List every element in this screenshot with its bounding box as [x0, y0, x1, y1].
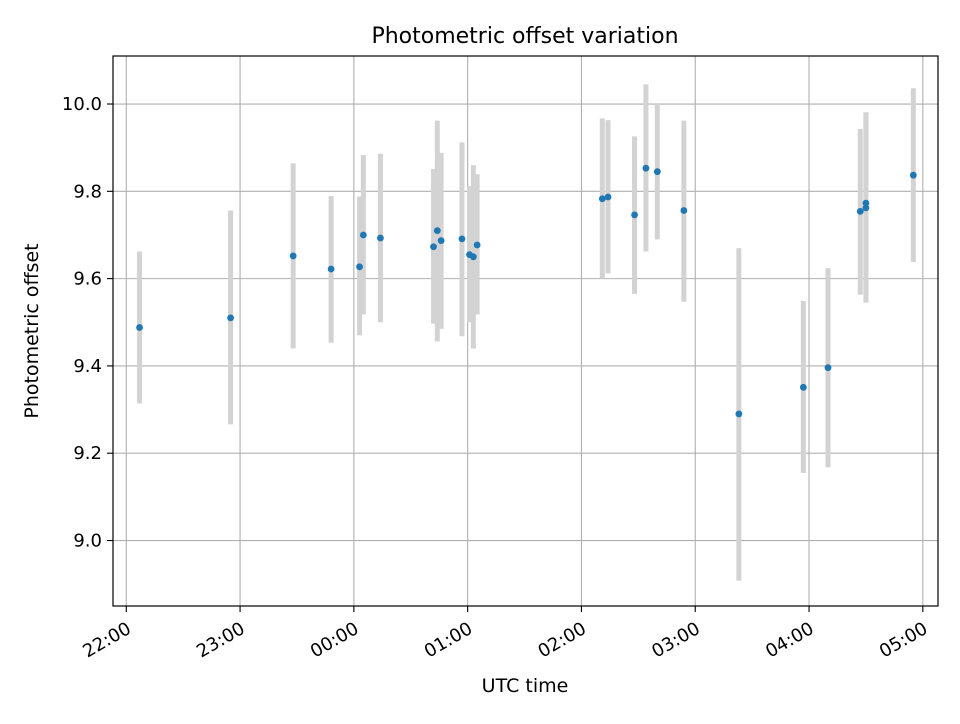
y-tick-label: 10.0: [62, 94, 102, 115]
y-tick-label: 9.4: [73, 356, 102, 377]
data-point: [799, 383, 807, 391]
data-point: [289, 252, 297, 260]
y-tick-label: 9.6: [73, 269, 102, 290]
data-point: [909, 171, 917, 179]
x-axis-ticks: 22:00 23:00 00:00 01:00 02:00 03:00 04:00 05:00: [79, 606, 931, 662]
data-points: [136, 164, 917, 418]
data-point: [631, 211, 638, 219]
x-tick-label: 04:00: [762, 618, 817, 662]
data-point: [473, 241, 481, 249]
data-point: [735, 410, 743, 418]
x-tick-label: 22:00: [79, 618, 134, 662]
data-point: [437, 237, 445, 245]
data-point: [430, 243, 437, 251]
y-axis-label: Photometric offset: [21, 243, 43, 418]
x-axis-label: UTC time: [482, 675, 569, 697]
data-point: [680, 207, 688, 214]
data-point: [469, 253, 477, 261]
plot-area-frame: [112, 55, 939, 607]
y-tick-label: 9.2: [73, 443, 102, 464]
chart-title: Photometric offset variation: [371, 24, 678, 49]
x-tick-label: 01:00: [421, 618, 476, 662]
data-point: [377, 234, 384, 242]
y-axis-ticks: 9.0 9.2 9.4 9.6 9.8 10.0: [62, 94, 113, 552]
data-point: [136, 324, 143, 331]
x-tick-label: 00:00: [307, 618, 362, 662]
data-point: [862, 204, 870, 212]
data-point: [642, 164, 650, 172]
error-bars: [137, 84, 916, 581]
data-point: [862, 199, 870, 207]
data-point: [653, 168, 661, 176]
data-point: [356, 263, 363, 271]
y-tick-label: 9.0: [73, 531, 102, 552]
x-tick-label: 05:00: [876, 618, 931, 662]
x-tick-label: 23:00: [193, 618, 248, 662]
data-point: [433, 227, 441, 235]
data-point: [824, 364, 832, 372]
x-tick-label: 03:00: [648, 618, 703, 662]
data-point: [604, 193, 612, 201]
data-point: [327, 265, 335, 273]
data-point: [227, 314, 234, 322]
data-point: [598, 195, 606, 203]
data-point: [856, 207, 864, 215]
grid: [113, 56, 938, 606]
x-tick-label: 02:00: [535, 618, 590, 662]
data-point: [458, 235, 466, 243]
data-point: [359, 231, 367, 239]
y-tick-label: 9.8: [73, 181, 102, 202]
